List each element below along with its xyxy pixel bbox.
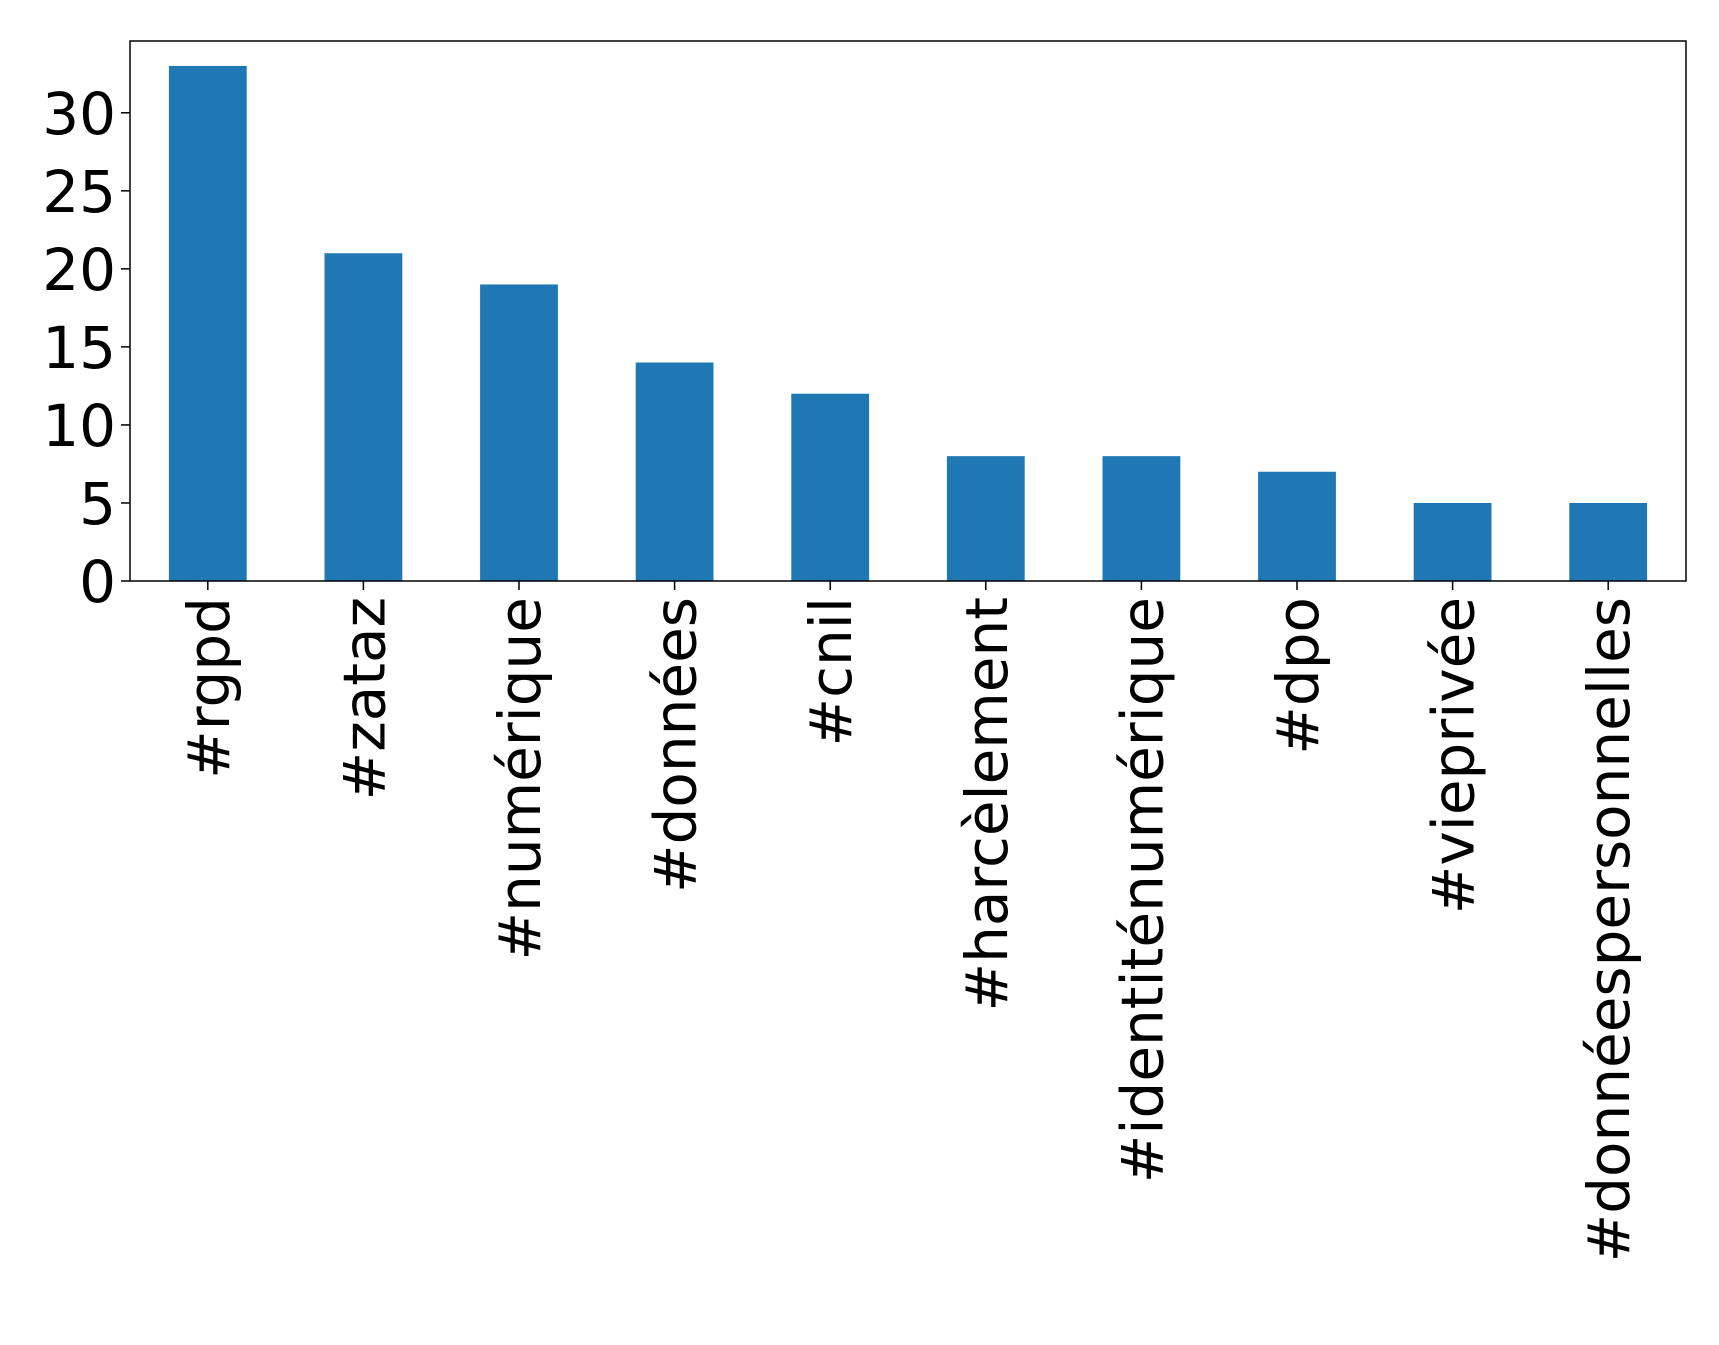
y-tick-label: 25 [42,158,116,226]
x-tick-label: #harcèlement [953,597,1021,1012]
bar [168,65,247,582]
axes-frame [129,40,1687,582]
x-tick-label: #rgpd [175,597,243,779]
x-tick-label: #dpo [1264,597,1332,755]
x-tick-label: #donnéespersonnelles [1575,597,1643,1262]
y-tick-label: 20 [42,236,116,304]
bar [1569,502,1648,581]
x-tick-label: #vieprivée [1420,597,1488,914]
y-tick-label: 5 [79,470,116,538]
x-tick-label: #identiténumérique [1108,597,1176,1183]
bar [635,362,714,581]
bar [1413,502,1492,581]
y-tick-label: 0 [79,548,116,616]
bar [324,253,403,581]
bar [1258,471,1336,581]
y-tick-label: 10 [42,392,116,460]
bar [791,393,870,581]
x-tick-label: #numérique [486,597,554,961]
x-tick-label: #zataz [330,597,398,800]
bar [480,284,558,581]
x-tick-label: #données [642,597,710,893]
y-tick-label: 15 [42,314,116,382]
bar [1102,456,1181,581]
y-tick-label: 30 [42,80,116,148]
x-tick-label: #cnil [797,597,865,746]
bar [946,456,1025,581]
